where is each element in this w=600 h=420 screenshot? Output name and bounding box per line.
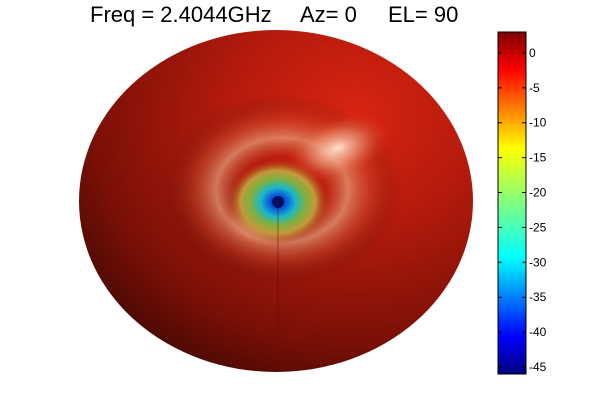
colorbar-gradient	[497, 31, 527, 375]
chart-title-el: EL= 90	[388, 2, 458, 27]
colorbar: 0 -5 -10 -15 -20 -25 -30 -35 -40 -45	[497, 31, 547, 375]
colorbar-tick-label: -5	[529, 81, 540, 95]
colorbar-tick-label: -40	[529, 325, 547, 339]
colorbar-tick-label: -20	[529, 186, 547, 200]
colorbar-tick-label: 0	[529, 46, 536, 60]
colorbar-tick-label: -15	[529, 151, 547, 165]
colorbar-tick-label: -35	[529, 290, 547, 304]
chart-title-az: Az= 0	[300, 2, 357, 27]
colorbar-tick-label: -45	[529, 360, 547, 374]
pattern-surface	[79, 30, 473, 372]
colorbar-tick-label: -30	[529, 255, 547, 269]
colorbar-tick-label: -25	[529, 220, 547, 234]
pattern-gloss-upper	[285, 112, 391, 184]
chart-title-freq: Freq = 2.4044GHz	[90, 2, 272, 27]
colorbar-ticks: 0 -5 -10 -15 -20 -25 -30 -35 -40 -45	[498, 46, 547, 374]
colorbar-tick-label: -10	[529, 116, 547, 130]
